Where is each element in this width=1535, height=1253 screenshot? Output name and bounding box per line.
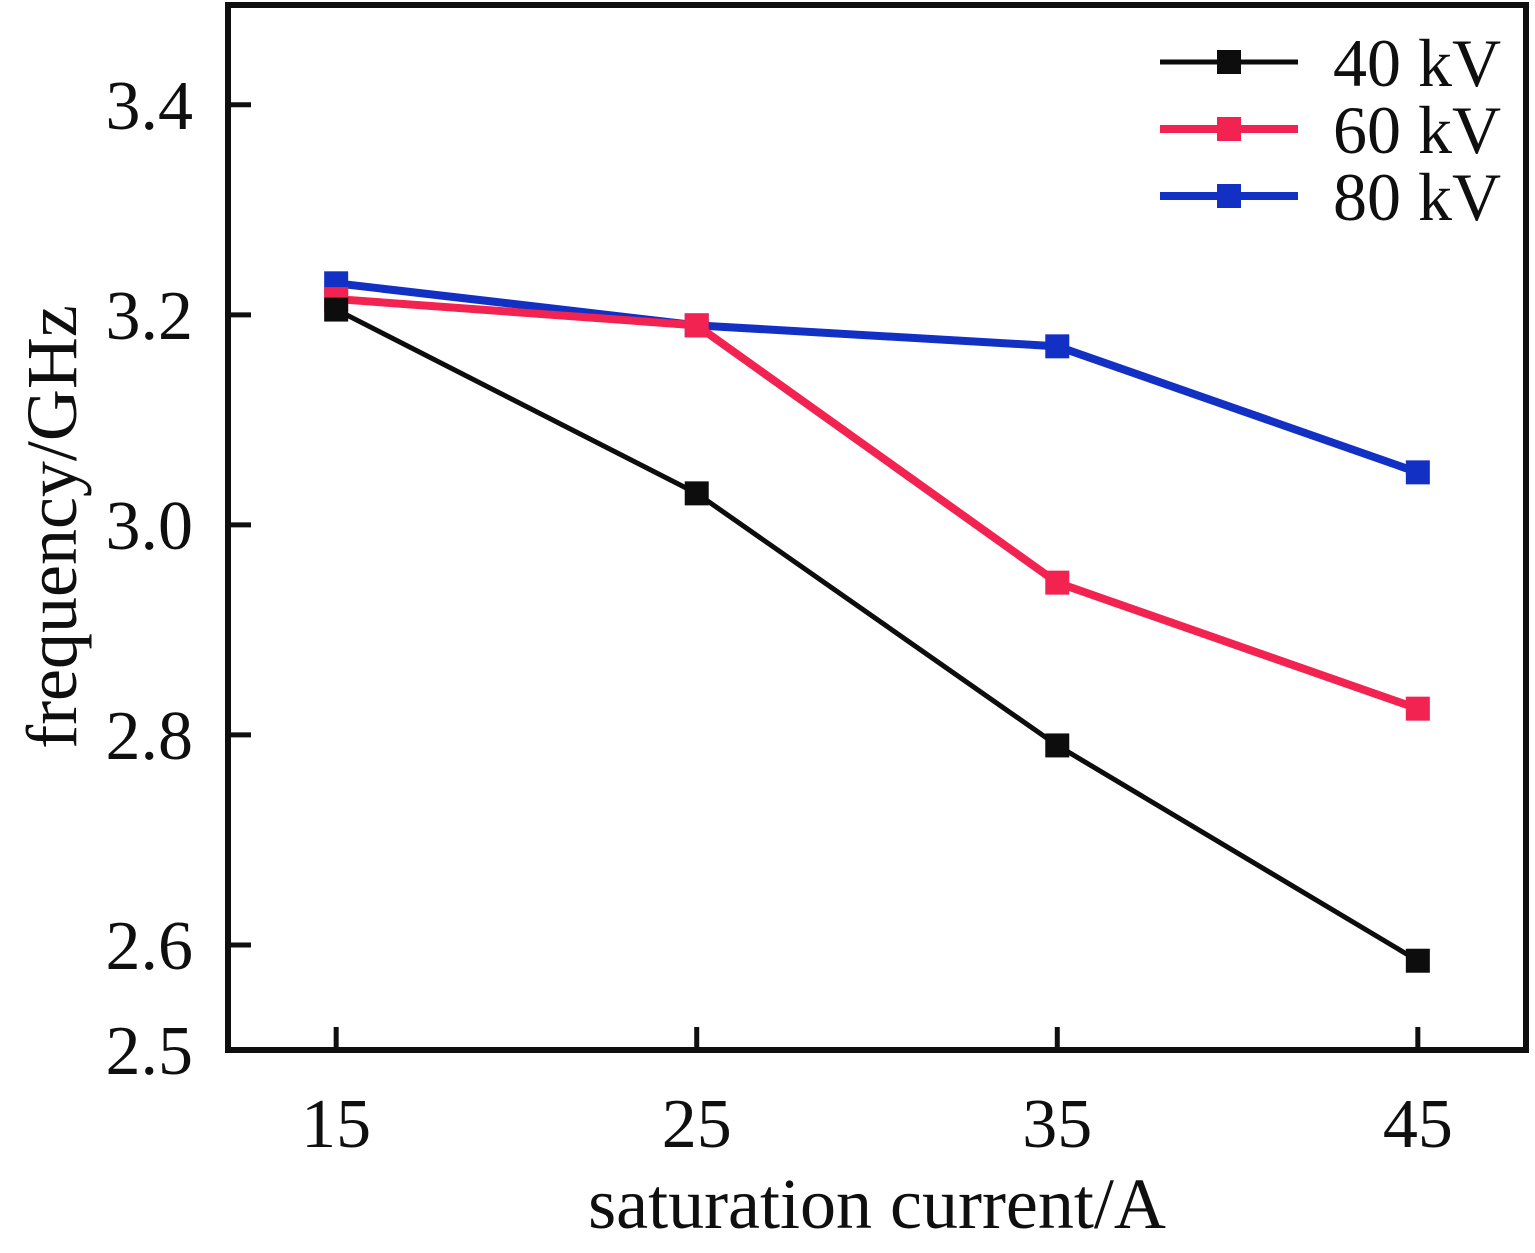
plot-frame-layer (225, 2, 1529, 1053)
y-tick-label: 2.8 (106, 698, 194, 775)
x-tick-label: 25 (662, 1086, 732, 1163)
legend-label: 80 kV (1333, 159, 1501, 235)
series-60-kv (324, 287, 1430, 721)
legend-marker (1217, 117, 1241, 141)
y-tick-label: 3.2 (106, 278, 194, 355)
data-point-marker (1045, 570, 1070, 595)
data-point-marker (684, 313, 709, 338)
y-axis-title: frequency/GHz (12, 305, 92, 749)
series-line (335, 295, 1420, 713)
x-tick-label: 15 (301, 1086, 371, 1163)
data-point-marker (1045, 733, 1070, 758)
series-40-kv (324, 297, 1430, 973)
legend-item-40-kv: 40 kV (1160, 25, 1501, 101)
x-tick-label: 45 (1383, 1086, 1453, 1163)
data-point-marker (1405, 948, 1430, 973)
x-axis-title: saturation current/A (588, 1164, 1166, 1244)
y-tick-label: 2.5 (106, 1013, 194, 1090)
data-point-marker (324, 297, 349, 322)
axis-ticks-layer: 2.5 2.6 2.8 3.0 3.2 3.4 15 25 35 45 (106, 68, 1453, 1163)
series-line (335, 307, 1420, 963)
legend-label: 40 kV (1333, 25, 1501, 101)
legend-marker (1217, 50, 1241, 74)
data-point-marker (1405, 460, 1430, 485)
data-point-marker (1045, 334, 1070, 359)
y-tick-label: 3.4 (106, 68, 194, 145)
series-line (335, 279, 1420, 477)
legend-item-60-kv: 60 kV (1160, 92, 1501, 168)
x-tick-label: 35 (1022, 1086, 1092, 1163)
data-series-layer (324, 271, 1430, 973)
legend-marker (1217, 184, 1241, 208)
data-point-marker (684, 481, 709, 506)
y-tick-label: 3.0 (106, 488, 194, 565)
data-point-marker (1405, 696, 1430, 721)
plot-frame (225, 2, 1529, 1053)
y-tick-label: 2.6 (106, 908, 194, 985)
legend-item-80-kv: 80 kV (1160, 159, 1501, 235)
legend-label: 60 kV (1333, 92, 1501, 168)
